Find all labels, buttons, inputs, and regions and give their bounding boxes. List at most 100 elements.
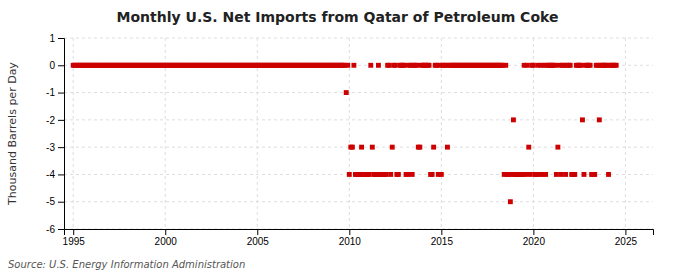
point — [582, 172, 587, 177]
y-grid-line — [64, 38, 653, 39]
y-tick: 0 — [49, 60, 64, 71]
point — [526, 145, 531, 150]
y-tick-label: 1 — [49, 33, 55, 44]
y-axis: 10-1-2-3-4-5-6 — [46, 33, 64, 235]
point — [606, 172, 611, 177]
point — [578, 63, 583, 68]
x-tick-label: 2005 — [247, 236, 270, 247]
y-tick-label: -6 — [46, 224, 55, 235]
point — [531, 63, 536, 68]
x-axis-line — [65, 230, 654, 236]
point — [445, 145, 450, 150]
chart: 199520002005201020152020202510-1-2-3-4-5… — [0, 0, 675, 275]
title: Monthly U.S. Net Imports from Qatar of P… — [117, 9, 559, 25]
y-grid-line — [64, 147, 653, 148]
point — [417, 145, 422, 150]
source-note: Source: U.S. Energy Information Administ… — [8, 259, 245, 270]
point — [376, 63, 381, 68]
point — [431, 145, 436, 150]
x-tick-label: 2010 — [339, 236, 362, 247]
point — [344, 90, 349, 95]
point — [388, 172, 393, 177]
point — [614, 63, 619, 68]
grid — [64, 38, 653, 229]
y-tick-mark — [58, 120, 64, 121]
x-tick-mark — [165, 229, 166, 235]
y-axis-line — [58, 39, 65, 230]
y-grid-line — [64, 92, 653, 93]
y-tick: -6 — [46, 224, 64, 235]
y-tick: 1 — [49, 33, 64, 44]
y-tick-mark — [58, 174, 64, 175]
point — [511, 117, 516, 122]
point — [525, 63, 530, 68]
point — [345, 63, 350, 68]
y-tick-label: -1 — [46, 87, 55, 98]
point — [405, 172, 410, 177]
point — [410, 172, 415, 177]
points — [71, 63, 619, 204]
x-tick: 1995 — [63, 229, 86, 247]
point — [439, 172, 444, 177]
x-tick-mark — [73, 229, 74, 235]
point — [508, 199, 513, 204]
y-tick-label: -4 — [46, 169, 55, 180]
x-tick: 2025 — [615, 229, 638, 247]
y-tick-mark — [58, 93, 64, 94]
y-tick-label: -5 — [46, 196, 55, 207]
x-tick-mark — [349, 229, 350, 235]
point — [588, 63, 593, 68]
x-tick-mark — [257, 229, 258, 235]
point — [427, 63, 432, 68]
point — [523, 172, 528, 177]
x-tick-label: 2020 — [523, 236, 546, 247]
point — [580, 117, 585, 122]
x-tick-mark — [625, 229, 626, 235]
x-tick-label: 2000 — [155, 236, 178, 247]
point — [554, 172, 559, 177]
point — [347, 172, 352, 177]
y-axis-title: Thousand Barrels per Day — [6, 62, 19, 206]
x-tick: 2010 — [339, 229, 362, 247]
x-tick-label: 2015 — [431, 236, 454, 247]
x-tick-label: 1995 — [63, 236, 86, 247]
point — [351, 63, 356, 68]
x-grid-line — [625, 38, 626, 229]
point — [367, 172, 372, 177]
point — [387, 63, 392, 68]
x-tick-label: 2025 — [615, 236, 638, 247]
x-tick: 2000 — [155, 229, 178, 247]
y-tick-mark — [58, 65, 64, 66]
point — [568, 63, 573, 68]
point — [402, 63, 407, 68]
point — [552, 63, 557, 68]
y-tick-label: -2 — [46, 115, 55, 126]
point — [572, 172, 577, 177]
point — [368, 63, 373, 68]
point — [555, 145, 560, 150]
x-axis: 1995 2000 2005 2010 2015 2020 2025 — [63, 229, 654, 247]
point — [390, 145, 395, 150]
y-tick: -2 — [46, 115, 64, 126]
point — [503, 63, 508, 68]
point — [592, 172, 597, 177]
y-grid-line — [64, 119, 653, 120]
x-tick: 2005 — [247, 229, 270, 247]
y-tick-mark — [58, 147, 64, 148]
point — [563, 172, 568, 177]
x-tick-mark — [533, 229, 534, 235]
y-tick: -5 — [46, 196, 64, 207]
point — [393, 63, 398, 68]
y-tick-mark — [58, 202, 64, 203]
point — [384, 172, 389, 177]
y-tick-label: 0 — [49, 60, 55, 71]
point — [350, 145, 355, 150]
point — [370, 145, 375, 150]
y-tick: -4 — [46, 169, 64, 180]
point — [359, 145, 364, 150]
x-tick: 2015 — [431, 229, 454, 247]
plot-area: 199520002005201020152020202510-1-2-3-4-5… — [46, 33, 653, 247]
x-tick: 2020 — [523, 229, 546, 247]
point — [559, 172, 564, 177]
point — [414, 63, 419, 68]
